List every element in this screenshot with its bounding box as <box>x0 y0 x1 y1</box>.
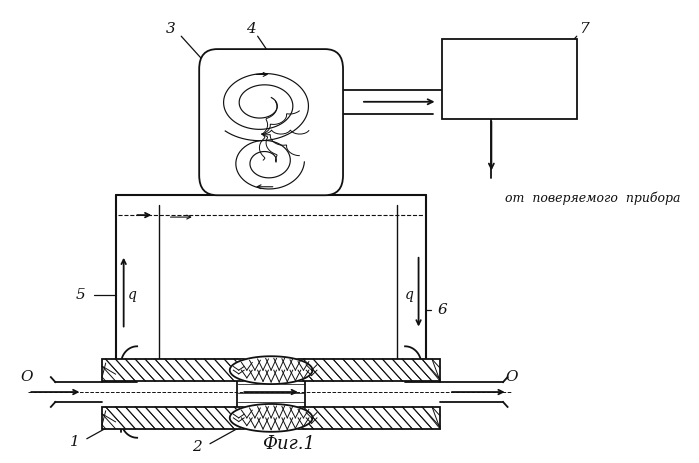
Text: 3: 3 <box>166 22 175 36</box>
Text: 7: 7 <box>579 22 589 36</box>
Text: q: q <box>405 288 414 301</box>
Bar <box>102 407 440 429</box>
Text: 1: 1 <box>70 435 80 449</box>
Text: 2: 2 <box>192 440 202 454</box>
Text: 6: 6 <box>437 302 447 317</box>
Text: Фиг.1: Фиг.1 <box>261 435 315 453</box>
Text: от  поверяемого  прибора: от поверяемого прибора <box>505 192 680 205</box>
FancyBboxPatch shape <box>199 49 343 195</box>
Bar <box>102 359 440 381</box>
Text: q: q <box>128 288 137 301</box>
Polygon shape <box>230 404 312 432</box>
Text: O: O <box>20 370 33 384</box>
Bar <box>442 39 577 119</box>
Polygon shape <box>230 356 312 384</box>
Text: 5: 5 <box>75 288 85 301</box>
Text: O: O <box>506 370 518 384</box>
Text: 4: 4 <box>247 22 257 36</box>
